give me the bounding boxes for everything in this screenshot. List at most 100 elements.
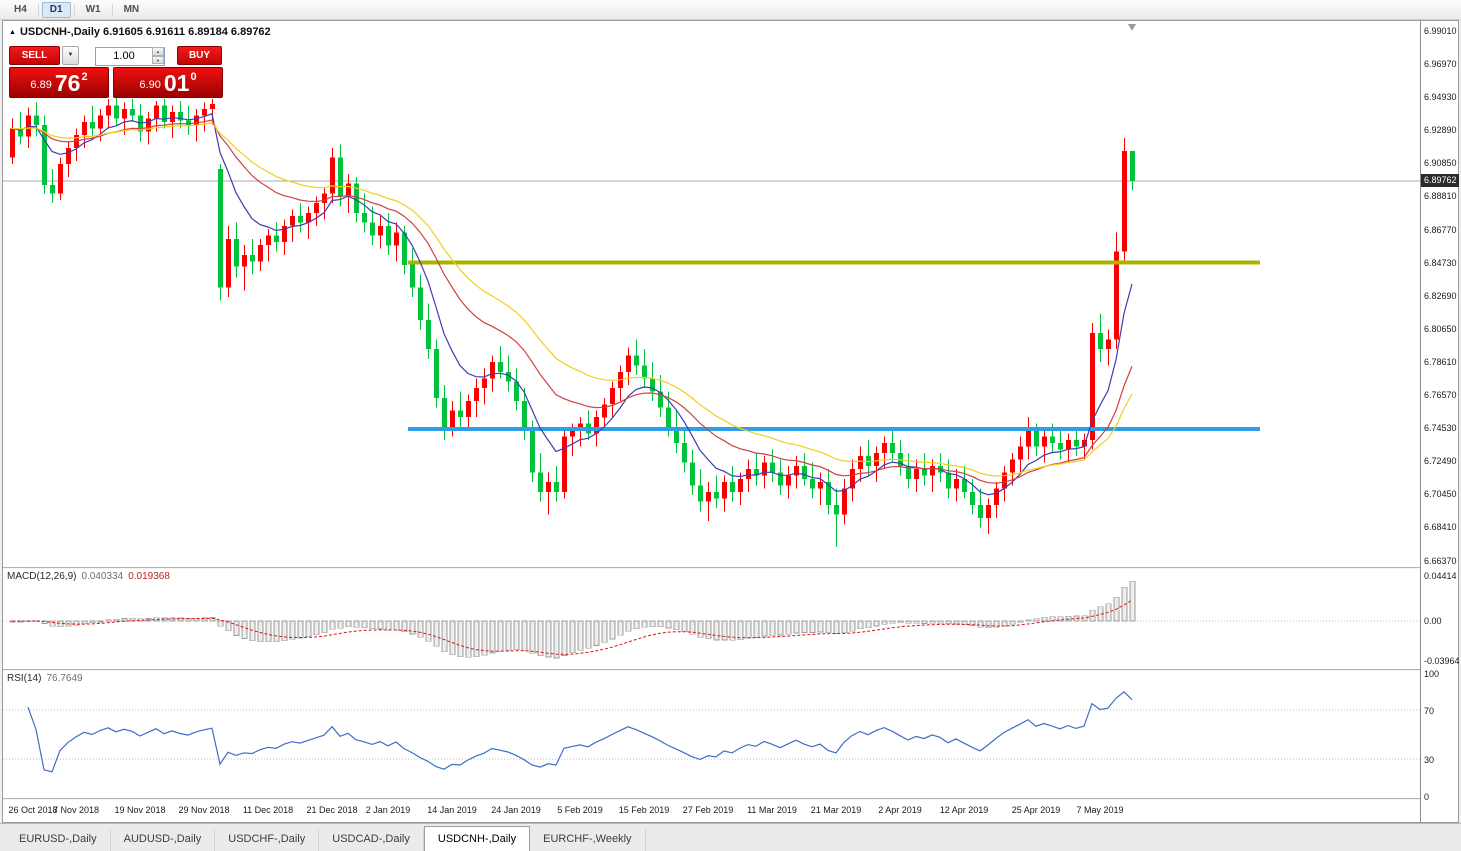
sell-price-pipette: 2 [81, 71, 88, 83]
spinner-up-icon[interactable]: ▲ [152, 47, 164, 56]
macd-value: 0.040334 [81, 571, 124, 582]
date-axis-label: 26 Oct 2018 [8, 805, 58, 815]
ma-30-line [11, 122, 1133, 477]
buy-price-pipette: 0 [190, 71, 197, 83]
macd-scale-label: 0.04414 [1424, 571, 1457, 581]
price-scale-label: 6.80650 [1424, 324, 1457, 334]
volume-spinner: ▲ ▼ [152, 47, 164, 64]
date-axis-label: 2 Jan 2019 [365, 805, 411, 815]
price-scale-label: 6.76570 [1424, 390, 1457, 400]
ma-8-line [11, 113, 1133, 496]
date-axis-label: 11 Dec 2018 [242, 805, 294, 815]
date-axis-label: 7 Nov 2018 [52, 805, 100, 815]
chart-title: ▲ USDCNH-,Daily 6.91605 6.91611 6.89184 6… [9, 26, 271, 38]
date-axis[interactable]: 26 Oct 2018 7 Nov 2018 19 Nov 2018 29 Nov 2… [3, 800, 1420, 822]
chart-tab-audusd-daily[interactable]: AUDUSD-,Daily [111, 829, 216, 851]
rsi-scale-label: 0 [1424, 792, 1430, 802]
ma-20-line [11, 119, 1133, 484]
date-axis-label: 5 Feb 2019 [557, 805, 603, 815]
chart-tabbar: EURUSD-,Daily AUDUSD-,Daily USDCHF-,Daily U… [0, 823, 1461, 851]
trade-panel-quotes: 6.89 76 2 6.90 01 0 [9, 67, 231, 98]
chart-tab-usdcnh-daily[interactable]: USDCNH-,Daily [423, 826, 531, 851]
pane-divider[interactable] [3, 669, 1458, 671]
date-axis-label: 14 Jan 2019 [427, 805, 477, 815]
price-scale-label: 6.99010 [1424, 26, 1457, 36]
price-scale-label: 6.92890 [1424, 125, 1457, 135]
buy-button[interactable]: BUY [177, 46, 222, 65]
price-scale-label: 6.88810 [1424, 191, 1457, 201]
date-axis-label: 21 Dec 2018 [306, 805, 358, 815]
price-scale-label: 6.86770 [1424, 225, 1457, 235]
rsi-name: RSI(14) [7, 673, 42, 684]
chart-tab-eurchf-weekly[interactable]: EURCHF-,Weekly [530, 829, 646, 851]
macd-canvas[interactable] [3, 569, 1420, 669]
price-scale-label: 6.94930 [1424, 92, 1457, 102]
price-scale-label: 6.66370 [1424, 556, 1457, 566]
order-dropdown-button[interactable]: ▼ [62, 46, 79, 65]
chart-tab-usdcad-daily[interactable]: USDCAD-,Daily [319, 829, 424, 851]
price-scale-label: 6.96970 [1424, 59, 1457, 69]
timeframe-h4-button[interactable]: H4 [14, 3, 27, 15]
pane-divider[interactable] [3, 798, 1458, 800]
rsi-value: 76.7649 [46, 673, 83, 684]
chart-tab-eurusd-daily[interactable]: EURUSD-,Daily [6, 829, 111, 851]
macd-signal-value: 0.019368 [128, 571, 170, 582]
date-axis-label: 19 Nov 2018 [114, 805, 166, 815]
price-scale-label: 6.68410 [1424, 522, 1457, 532]
timeframe-mn-button[interactable]: MN [123, 3, 140, 15]
volume-input[interactable] [95, 46, 165, 66]
price-scale-label: 6.84730 [1424, 258, 1457, 268]
price-scale-label: 6.82690 [1424, 291, 1457, 301]
toolbar-separator [111, 3, 113, 16]
macd-scale-label: 0.00 [1424, 616, 1442, 626]
trade-panel-controls: SELL ▼ ▲ ▼ BUY [9, 46, 231, 66]
rsi-scale-label: 70 [1424, 706, 1435, 716]
sell-price-prefix: 6.89 [30, 79, 52, 91]
date-axis-label: 15 Feb 2019 [618, 805, 670, 815]
chart-tab-usdchf-daily[interactable]: USDCHF-,Daily [215, 829, 320, 851]
macd-label: MACD(12,26,9) 0.040334 0.019368 [7, 571, 170, 582]
spinner-down-icon[interactable]: ▼ [152, 55, 164, 64]
macd-signal-line [11, 599, 1133, 655]
sell-quote-box[interactable]: 6.89 76 2 [9, 67, 109, 98]
price-scale[interactable]: 6.99010 6.96970 6.94930 6.92890 6.90850 6.888… [1420, 21, 1460, 822]
date-axis-label: 29 Nov 2018 [178, 805, 230, 815]
date-axis-label: 11 Mar 2019 [747, 805, 797, 815]
macd-scale-label: -0.03964 [1424, 656, 1460, 666]
rsi-line [27, 690, 1133, 773]
volume-control: ▲ ▼ [95, 46, 165, 66]
macd-pane: MACD(12,26,9) 0.040334 0.019368 [3, 569, 1420, 669]
sell-price-pips: 76 [54, 69, 81, 96]
rsi-canvas[interactable] [3, 671, 1420, 798]
toolbar-separator [73, 3, 75, 16]
macd-histogram [9, 581, 1136, 659]
chart-window: ▲ USDCNH-,Daily 6.91605 6.91611 6.89184 6… [2, 20, 1460, 823]
price-scale-label: 6.78610 [1424, 357, 1457, 367]
current-price-marker: 6.89762 [1421, 174, 1459, 187]
date-axis-label: 2 Apr 2019 [878, 805, 922, 815]
price-scale-label: 6.70450 [1424, 489, 1457, 499]
date-axis-label: 7 May 2019 [1076, 805, 1124, 815]
date-axis-label: 12 Apr 2019 [939, 805, 989, 815]
main-chart-canvas[interactable] [3, 21, 1420, 567]
one-click-trade-panel: SELL ▼ ▲ ▼ BUY 6.89 76 2 6.9 [9, 46, 231, 98]
rsi-label: RSI(14) 76.7649 [7, 673, 83, 684]
buy-quote-box[interactable]: 6.90 01 0 [113, 67, 223, 98]
price-scale-label: 6.90850 [1424, 158, 1457, 168]
collapse-panel-icon[interactable]: ▲ [9, 29, 16, 36]
macd-name: MACD(12,26,9) [7, 571, 77, 582]
chevron-down-icon: ▼ [67, 52, 74, 58]
timeframe-w1-button[interactable]: W1 [85, 3, 101, 15]
timeframe-d1-button[interactable]: D1 [41, 1, 71, 18]
main-chart-pane: ▲ USDCNH-,Daily 6.91605 6.91611 6.89184 6… [3, 21, 1420, 567]
rsi-scale-label: 100 [1424, 669, 1440, 679]
buy-price-prefix: 6.90 [139, 79, 161, 91]
date-axis-label: 21 Mar 2019 [810, 805, 862, 815]
price-scale-label: 6.72490 [1424, 456, 1457, 466]
rsi-scale-label: 30 [1424, 755, 1435, 765]
sell-button[interactable]: SELL [9, 46, 60, 65]
pane-divider[interactable] [3, 567, 1458, 569]
rsi-pane: RSI(14) 76.7649 [3, 671, 1420, 798]
chart-shift-marker-icon[interactable] [1128, 24, 1136, 31]
